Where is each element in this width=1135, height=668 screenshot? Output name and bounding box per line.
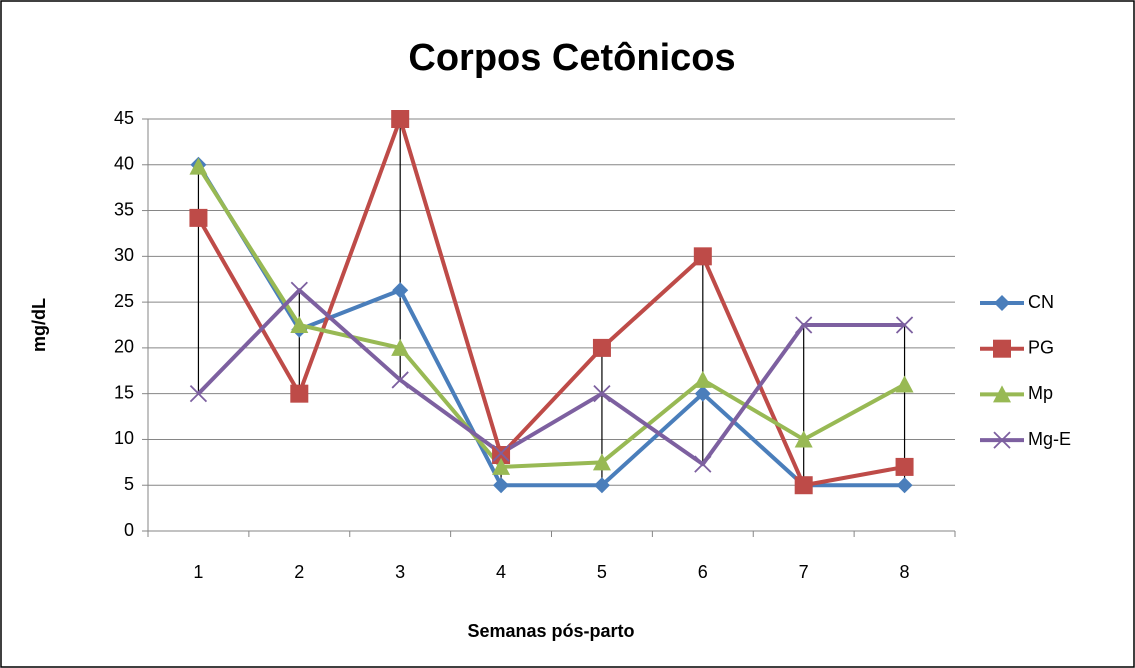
data-point (694, 455, 712, 473)
data-point (593, 477, 610, 494)
data-point (694, 385, 711, 402)
legend-label: PG (1028, 337, 1054, 357)
series-line (196, 117, 905, 488)
y-tick-label: 40 (114, 154, 134, 174)
y-tick-label: 0 (124, 520, 134, 540)
legend-marker (994, 295, 1010, 311)
x-tick-label: 2 (294, 562, 304, 582)
data-point (492, 444, 510, 462)
data-point (391, 371, 409, 389)
data-point (794, 430, 813, 448)
data-point (795, 316, 813, 334)
legend-marker (993, 339, 1011, 358)
x-tick-label: 4 (496, 562, 506, 582)
x-tick-label: 3 (395, 562, 405, 582)
data-point (290, 384, 309, 403)
y-tick-label: 30 (114, 245, 134, 265)
data-point (493, 477, 510, 494)
data-point (391, 110, 410, 128)
data-point (895, 375, 914, 393)
y-tick-label: 45 (114, 108, 134, 128)
data-point (895, 457, 914, 476)
data-point (189, 208, 208, 227)
series-line (196, 163, 905, 488)
data-point (290, 316, 309, 333)
y-tick-label: 35 (114, 199, 134, 219)
data-point (392, 282, 409, 299)
data-point (391, 338, 410, 356)
data-point (896, 477, 913, 494)
data-point (794, 476, 813, 495)
x-tick-label: 1 (193, 562, 203, 582)
chart-title: Corpos Cetônicos (408, 37, 735, 79)
data-point (492, 446, 511, 465)
series-line (197, 288, 905, 467)
data-point (593, 385, 611, 403)
y-tick-label: 15 (114, 382, 134, 402)
data-point (492, 457, 511, 475)
data-point (693, 247, 712, 266)
legend-label: Mg-E (1028, 429, 1071, 449)
y-tick-label: 25 (114, 291, 134, 311)
data-point (592, 338, 611, 357)
data-point (189, 157, 208, 175)
series-line (196, 165, 906, 469)
legend-label: Mp (1028, 383, 1053, 403)
y-tick-label: 5 (124, 474, 134, 494)
y-tick-label: 20 (114, 337, 134, 357)
legend-label: CN (1028, 292, 1054, 312)
data-point (592, 453, 611, 471)
y-axis-label: mg/dL (29, 298, 49, 352)
legend-marker (993, 431, 1011, 449)
data-point (189, 385, 208, 403)
data-point (290, 281, 308, 299)
legend-marker (993, 385, 1011, 403)
x-tick-label: 8 (900, 562, 910, 582)
x-axis-label: Semanas pós-parto (467, 621, 634, 641)
x-tick-label: 7 (799, 562, 809, 582)
data-point (895, 316, 914, 334)
x-tick-label: 5 (597, 562, 607, 582)
data-point (693, 370, 712, 388)
x-tick-label: 6 (698, 562, 708, 582)
y-tick-label: 10 (114, 428, 134, 448)
